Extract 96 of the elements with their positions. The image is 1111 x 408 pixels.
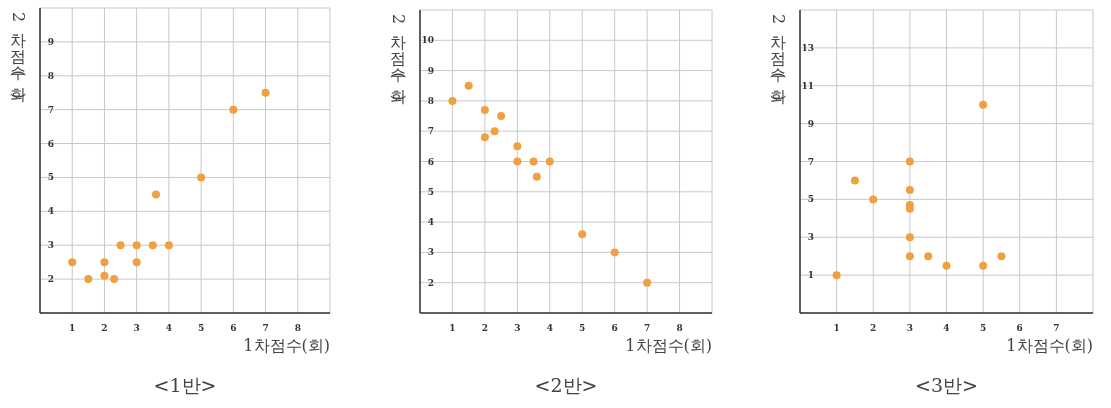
point: [905, 157, 914, 166]
x-tick-label: 1: [833, 323, 840, 333]
y-tick-label: 2: [427, 277, 434, 288]
y-axis-title: 2차점수(회): [768, 14, 788, 106]
point: [832, 271, 841, 280]
y-axis-title: 2차점수(회): [388, 14, 408, 106]
point: [979, 100, 988, 109]
y-tick-label: 10: [421, 35, 434, 46]
text: <3반>: [915, 374, 978, 396]
point: [997, 252, 1006, 261]
y-tick-label: 9: [427, 65, 434, 76]
y-tick-label: 1: [807, 270, 814, 281]
x-axis-title: 1차점수(회): [1006, 336, 1093, 355]
text: <1반>: [153, 374, 217, 396]
y-tick-label: 7: [47, 104, 54, 115]
point: [480, 133, 489, 142]
x-tick-label: 4: [546, 323, 553, 333]
y-tick-label: 4: [47, 206, 54, 217]
point: [480, 105, 489, 114]
y-tick-label: 7: [807, 156, 814, 167]
x-tick-label: 7: [262, 323, 269, 333]
y-tick-label: 9: [807, 118, 814, 129]
point: [905, 185, 914, 194]
x-tick-label: 2: [870, 323, 877, 333]
point: [229, 105, 238, 114]
point: [148, 241, 157, 250]
x-tick-label: 1: [449, 323, 456, 333]
point: [924, 252, 933, 261]
y-tick-label: 7: [427, 126, 434, 137]
y-tick-label: 8: [427, 95, 434, 106]
point: [905, 233, 914, 242]
point: [850, 176, 859, 185]
point: [869, 195, 878, 204]
y-tick-label: 5: [807, 194, 814, 205]
point: [643, 278, 652, 287]
x-tick-label: 5: [979, 323, 987, 333]
x-tick-label: 5: [579, 323, 586, 333]
x-tick-label: 4: [943, 323, 950, 333]
x-tick-label: 5: [197, 323, 205, 333]
point: [545, 157, 554, 166]
point: [448, 96, 457, 105]
point: [497, 112, 506, 121]
point: [110, 275, 119, 284]
point: [84, 275, 93, 284]
y-tick-label: 2: [47, 274, 54, 285]
x-axis-title: 1차점수(회): [243, 336, 330, 355]
point: [100, 258, 109, 267]
x-tick-label: 6: [230, 323, 237, 333]
point: [100, 271, 109, 280]
y-tick-label: 5: [427, 186, 434, 197]
x-tick-label: 8: [294, 323, 301, 333]
point: [513, 142, 522, 151]
point: [610, 248, 619, 257]
point: [490, 127, 499, 136]
x-tick-label: 2: [481, 323, 489, 333]
text: <2반>: [534, 374, 598, 396]
y-tick-label: 3: [427, 247, 434, 258]
point: [152, 190, 160, 199]
y-tick-label: 6: [427, 156, 434, 167]
y-tick-label: 4: [427, 217, 434, 228]
y-tick-label: 5: [47, 172, 54, 183]
y-tick-label: 6: [47, 138, 54, 149]
point: [532, 172, 541, 181]
y-tick-label: 9: [47, 36, 54, 47]
point: [464, 81, 473, 90]
x-tick-label: 6: [611, 323, 618, 333]
point: [942, 261, 951, 270]
x-tick-label: 1: [69, 323, 76, 333]
y-tick-label: 3: [807, 232, 814, 243]
point: [116, 241, 125, 250]
x-tick-label: 7: [643, 323, 651, 333]
point: [132, 258, 141, 267]
point: [905, 252, 914, 261]
x-tick-label: 6: [1016, 323, 1023, 333]
point: [979, 261, 988, 270]
point: [578, 230, 587, 239]
x-tick-label: 3: [133, 323, 140, 333]
point: [513, 157, 522, 166]
point: [164, 241, 173, 250]
point: [197, 173, 206, 182]
x-tick-label: 8: [676, 323, 683, 333]
x-tick-label: 2: [101, 323, 108, 333]
y-tick-label: 11: [801, 80, 814, 91]
y-tick-label: 13: [801, 42, 814, 53]
point: [68, 258, 77, 267]
x-tick-label: 4: [165, 323, 173, 333]
x-tick-label: 3: [514, 323, 521, 333]
x-tick-label: 7: [1053, 323, 1060, 333]
point: [529, 157, 538, 166]
x-axis-title: 1차점수(회): [625, 336, 712, 355]
point: [261, 88, 270, 97]
point: [132, 241, 141, 250]
y-tick-label: 3: [47, 240, 54, 251]
x-tick-label: 3: [906, 323, 914, 333]
y-tick-label: 8: [47, 70, 54, 81]
y-axis-title: 2차점수(회): [8, 12, 28, 104]
